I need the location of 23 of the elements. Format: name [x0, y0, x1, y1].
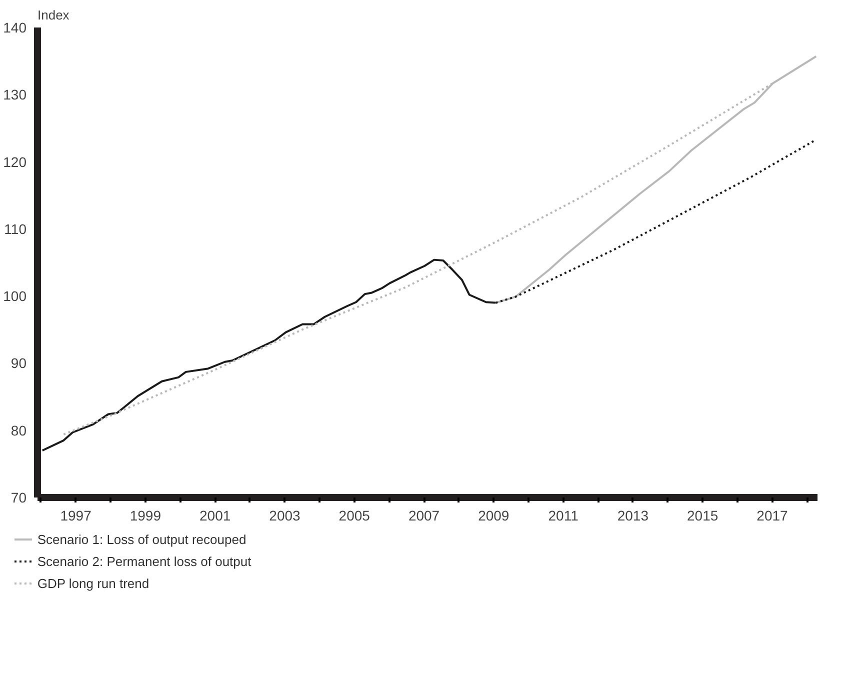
x-tick-label: 2017: [756, 508, 788, 524]
y-axis-title: Index: [38, 8, 70, 22]
legend-label: Scenario 2: Permanent loss of output: [37, 554, 252, 568]
x-tick-label: 2011: [548, 508, 579, 524]
y-tick-label: 80: [10, 422, 27, 438]
y-tick-label: 70: [10, 490, 27, 506]
x-tick-label: 2009: [478, 508, 510, 524]
x-tick-label: 2003: [269, 508, 301, 524]
y-tick-label: 90: [10, 355, 27, 372]
legend-label: Scenario 1: Loss of output recouped: [37, 532, 246, 546]
y-tick-label: 140: [3, 20, 27, 36]
y-tick-label: 100: [3, 288, 27, 304]
y-tick-label: 110: [4, 220, 27, 237]
x-tick-label: 1999: [130, 508, 162, 524]
y-tick-label: 130: [3, 86, 27, 103]
x-tick-label: 2013: [617, 508, 649, 524]
y-tick-label: 120: [3, 154, 27, 170]
x-tick-label: 2001: [200, 508, 231, 524]
x-tick-label: 2015: [687, 508, 718, 524]
x-tick-label: 2005: [338, 508, 370, 524]
x-tick-label: 1997: [60, 508, 92, 524]
legend-label: GDP long run trend: [37, 576, 150, 590]
x-tick-label: 2007: [408, 508, 440, 524]
